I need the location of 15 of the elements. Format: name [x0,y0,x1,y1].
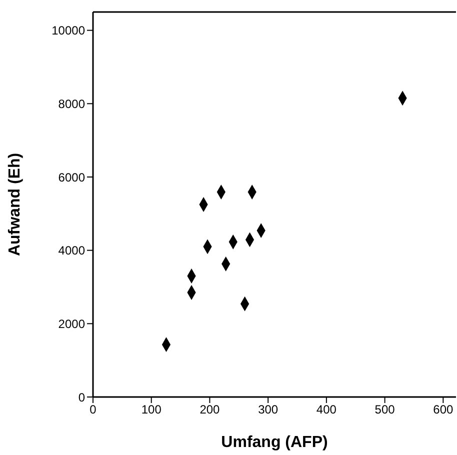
x-tick-label: 600 [433,402,454,417]
y-tick-label: 8000 [58,96,86,111]
x-tick-label: 500 [374,402,396,417]
y-tick-label: 0 [78,390,86,404]
x-tick-label: 100 [141,402,162,417]
y-axis-title: Aufwand (Eh) [6,152,24,256]
x-tick-label: 400 [316,402,337,417]
y-tick-label: 4000 [58,244,86,258]
x-tick-label: 0 [90,402,97,417]
y-tick-label: 10000 [52,24,86,38]
x-tick-label: 300 [258,402,278,417]
y-tick-label: 2000 [58,316,86,331]
x-tick-label: 200 [200,402,220,417]
x-axis-title: Umfang (AFP) [221,434,328,451]
y-tick-label: 6000 [58,170,86,184]
